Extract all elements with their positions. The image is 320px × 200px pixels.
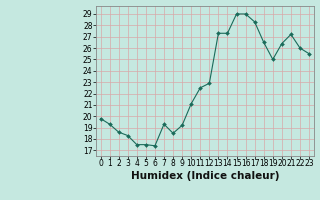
- X-axis label: Humidex (Indice chaleur): Humidex (Indice chaleur): [131, 171, 279, 181]
